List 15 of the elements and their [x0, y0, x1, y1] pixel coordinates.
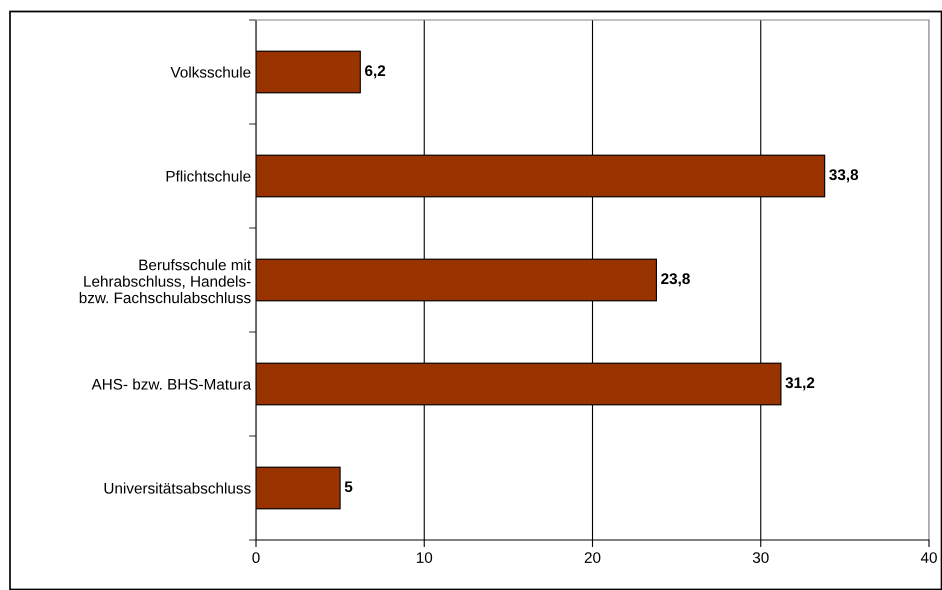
y-tick-label: AHS- bzw. BHS-Matura — [92, 378, 252, 390]
data-label: 31,2 — [785, 377, 814, 390]
y-tick-label: Universitätsabschluss — [104, 482, 251, 494]
data-label: 23,8 — [661, 273, 690, 286]
x-tick-label: 20 — [584, 552, 600, 564]
data-label: 5 — [344, 481, 352, 492]
x-tick-label: 30 — [752, 552, 769, 564]
data-label: 6,2 — [365, 65, 386, 78]
y-tick-label: Volksschule — [170, 66, 250, 78]
x-tick-label: 0 — [252, 552, 260, 564]
data-label: 33,8 — [829, 169, 858, 182]
y-tick-label: Berufsschule mit Lehrabschluss, Handels- bzw. Fachschulabschluss — [80, 259, 252, 304]
y-tick-label: Pflichtschule — [166, 170, 250, 182]
x-tick-label: 10 — [416, 552, 432, 564]
x-tick-label: 40 — [920, 552, 937, 564]
